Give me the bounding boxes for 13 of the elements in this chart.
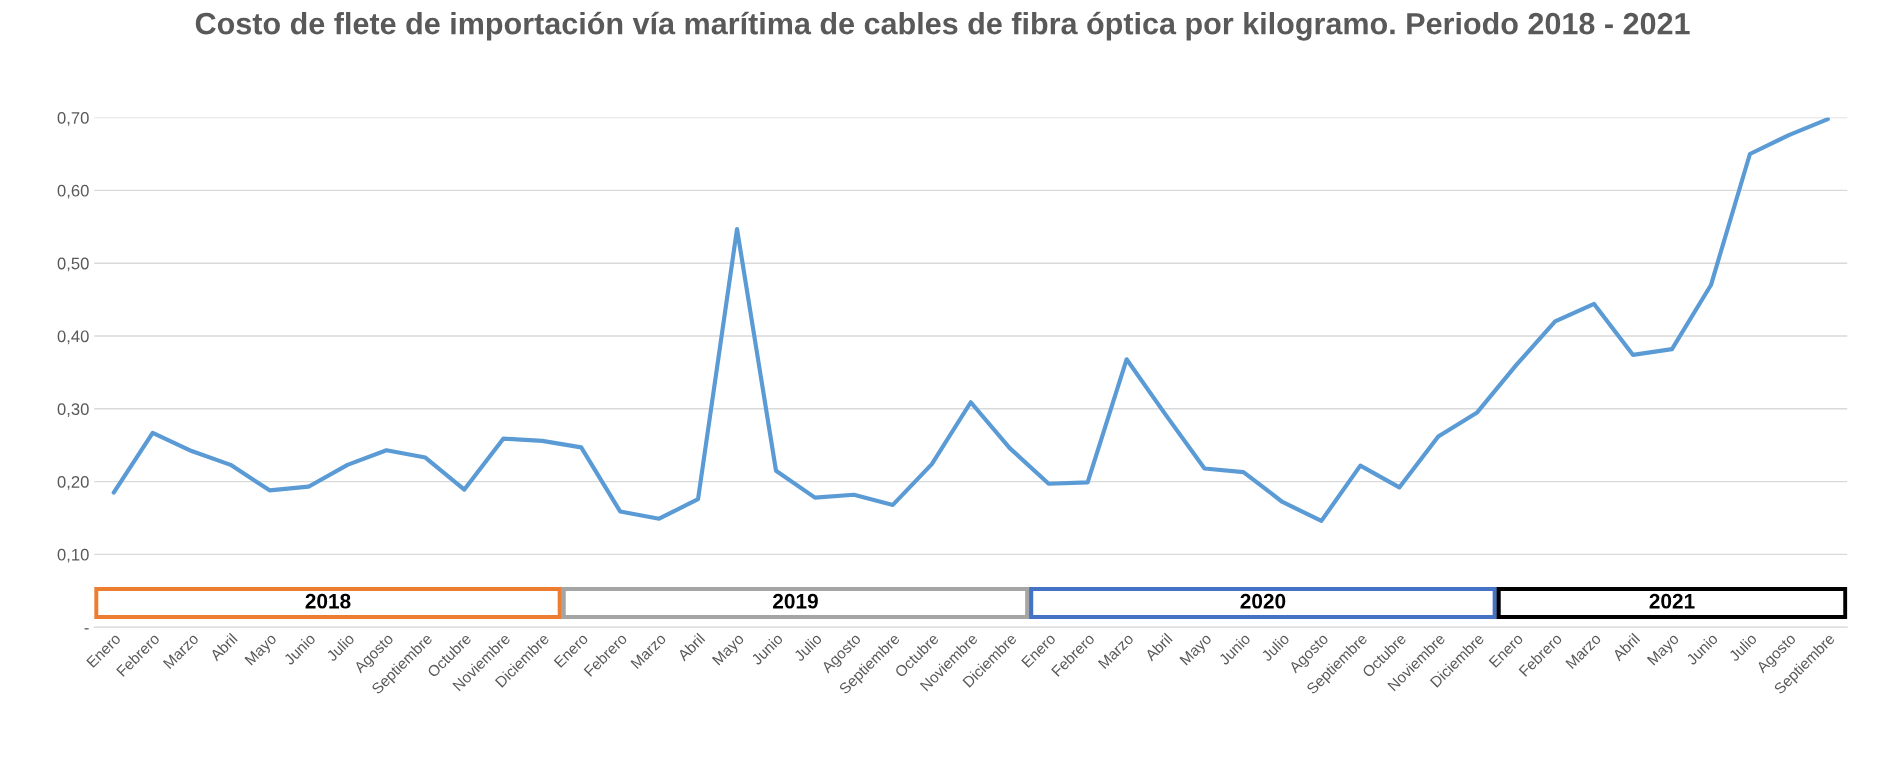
annotation: 2021 bbox=[1649, 593, 1695, 609]
y-tick-label: - bbox=[84, 628, 89, 630]
y-tick-label: 0,70 bbox=[57, 112, 89, 126]
y-tick-label: 0,40 bbox=[57, 330, 89, 345]
y-tick-label: 0,30 bbox=[57, 403, 89, 417]
chart-title: Costo de flete de importación vía marítima de cables de fibra óptica por kilogramo. Periodo 2018 - 2021 bbox=[195, 11, 1690, 41]
y-tick-label: 0,50 bbox=[57, 257, 89, 272]
annotation: 2018 bbox=[305, 593, 351, 609]
y-tick-label: 0,60 bbox=[57, 184, 89, 199]
annotation: 2019 bbox=[773, 593, 818, 609]
annotation: 2020 bbox=[1240, 593, 1286, 609]
y-tick-label: 0,10 bbox=[57, 548, 89, 563]
y-tick-label: 0,20 bbox=[57, 476, 89, 490]
